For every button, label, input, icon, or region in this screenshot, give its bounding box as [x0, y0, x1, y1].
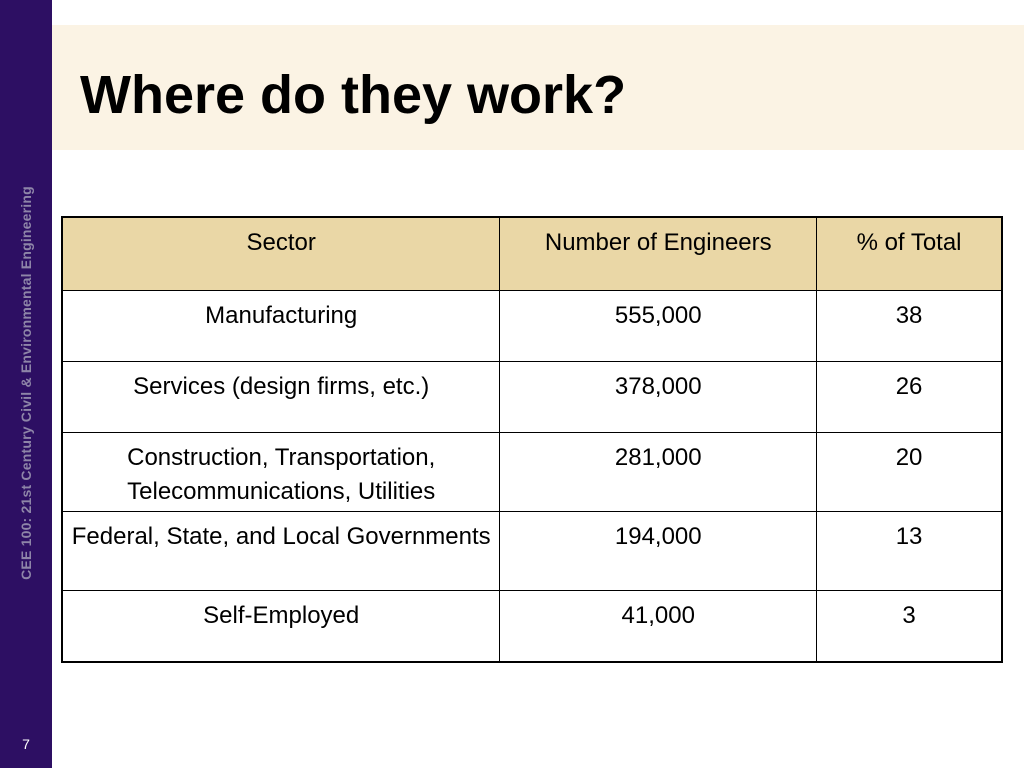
sector-cell: Services (design firms, etc.) — [61, 361, 501, 433]
slide-number: 7 — [22, 736, 30, 752]
course-caption: CEE 100: 21st Century Civil & Environmen… — [18, 186, 34, 580]
engineers-by-sector-table: Sector Number of Engineers % of Total Ma… — [61, 216, 1003, 663]
percent-cell: 38 — [816, 290, 1003, 362]
header-sector: Sector — [61, 216, 501, 291]
percent-cell: 26 — [816, 361, 1003, 433]
sidebar: CEE 100: 21st Century Civil & Environmen… — [0, 0, 52, 768]
sector-cell: Construction, Transportation, Telecommun… — [61, 432, 501, 512]
engineers-count-cell: 41,000 — [499, 590, 818, 663]
engineers-count-cell: 194,000 — [499, 511, 818, 591]
table-row: Federal, State, and Local Governments 19… — [61, 511, 1003, 591]
sector-cell: Federal, State, and Local Governments — [61, 511, 501, 591]
table-row: Manufacturing 555,000 38 — [61, 290, 1003, 362]
percent-cell: 13 — [816, 511, 1003, 591]
title-band — [52, 25, 1024, 150]
slide-title: Where do they work? — [80, 65, 627, 125]
sector-cell: Self-Employed — [61, 590, 501, 663]
percent-cell: 3 — [816, 590, 1003, 663]
engineers-count-cell: 555,000 — [499, 290, 818, 362]
table-row: Construction, Transportation, Telecommun… — [61, 432, 1003, 512]
table-row: Services (design firms, etc.) 378,000 26 — [61, 361, 1003, 433]
header-number-of-engineers: Number of Engineers — [499, 216, 818, 291]
engineers-count-cell: 378,000 — [499, 361, 818, 433]
table-row: Self-Employed 41,000 3 — [61, 590, 1003, 663]
header-percent-of-total: % of Total — [816, 216, 1003, 291]
engineers-count-cell: 281,000 — [499, 432, 818, 512]
percent-cell: 20 — [816, 432, 1003, 512]
sector-cell: Manufacturing — [61, 290, 501, 362]
table-header-row: Sector Number of Engineers % of Total — [61, 216, 1003, 291]
